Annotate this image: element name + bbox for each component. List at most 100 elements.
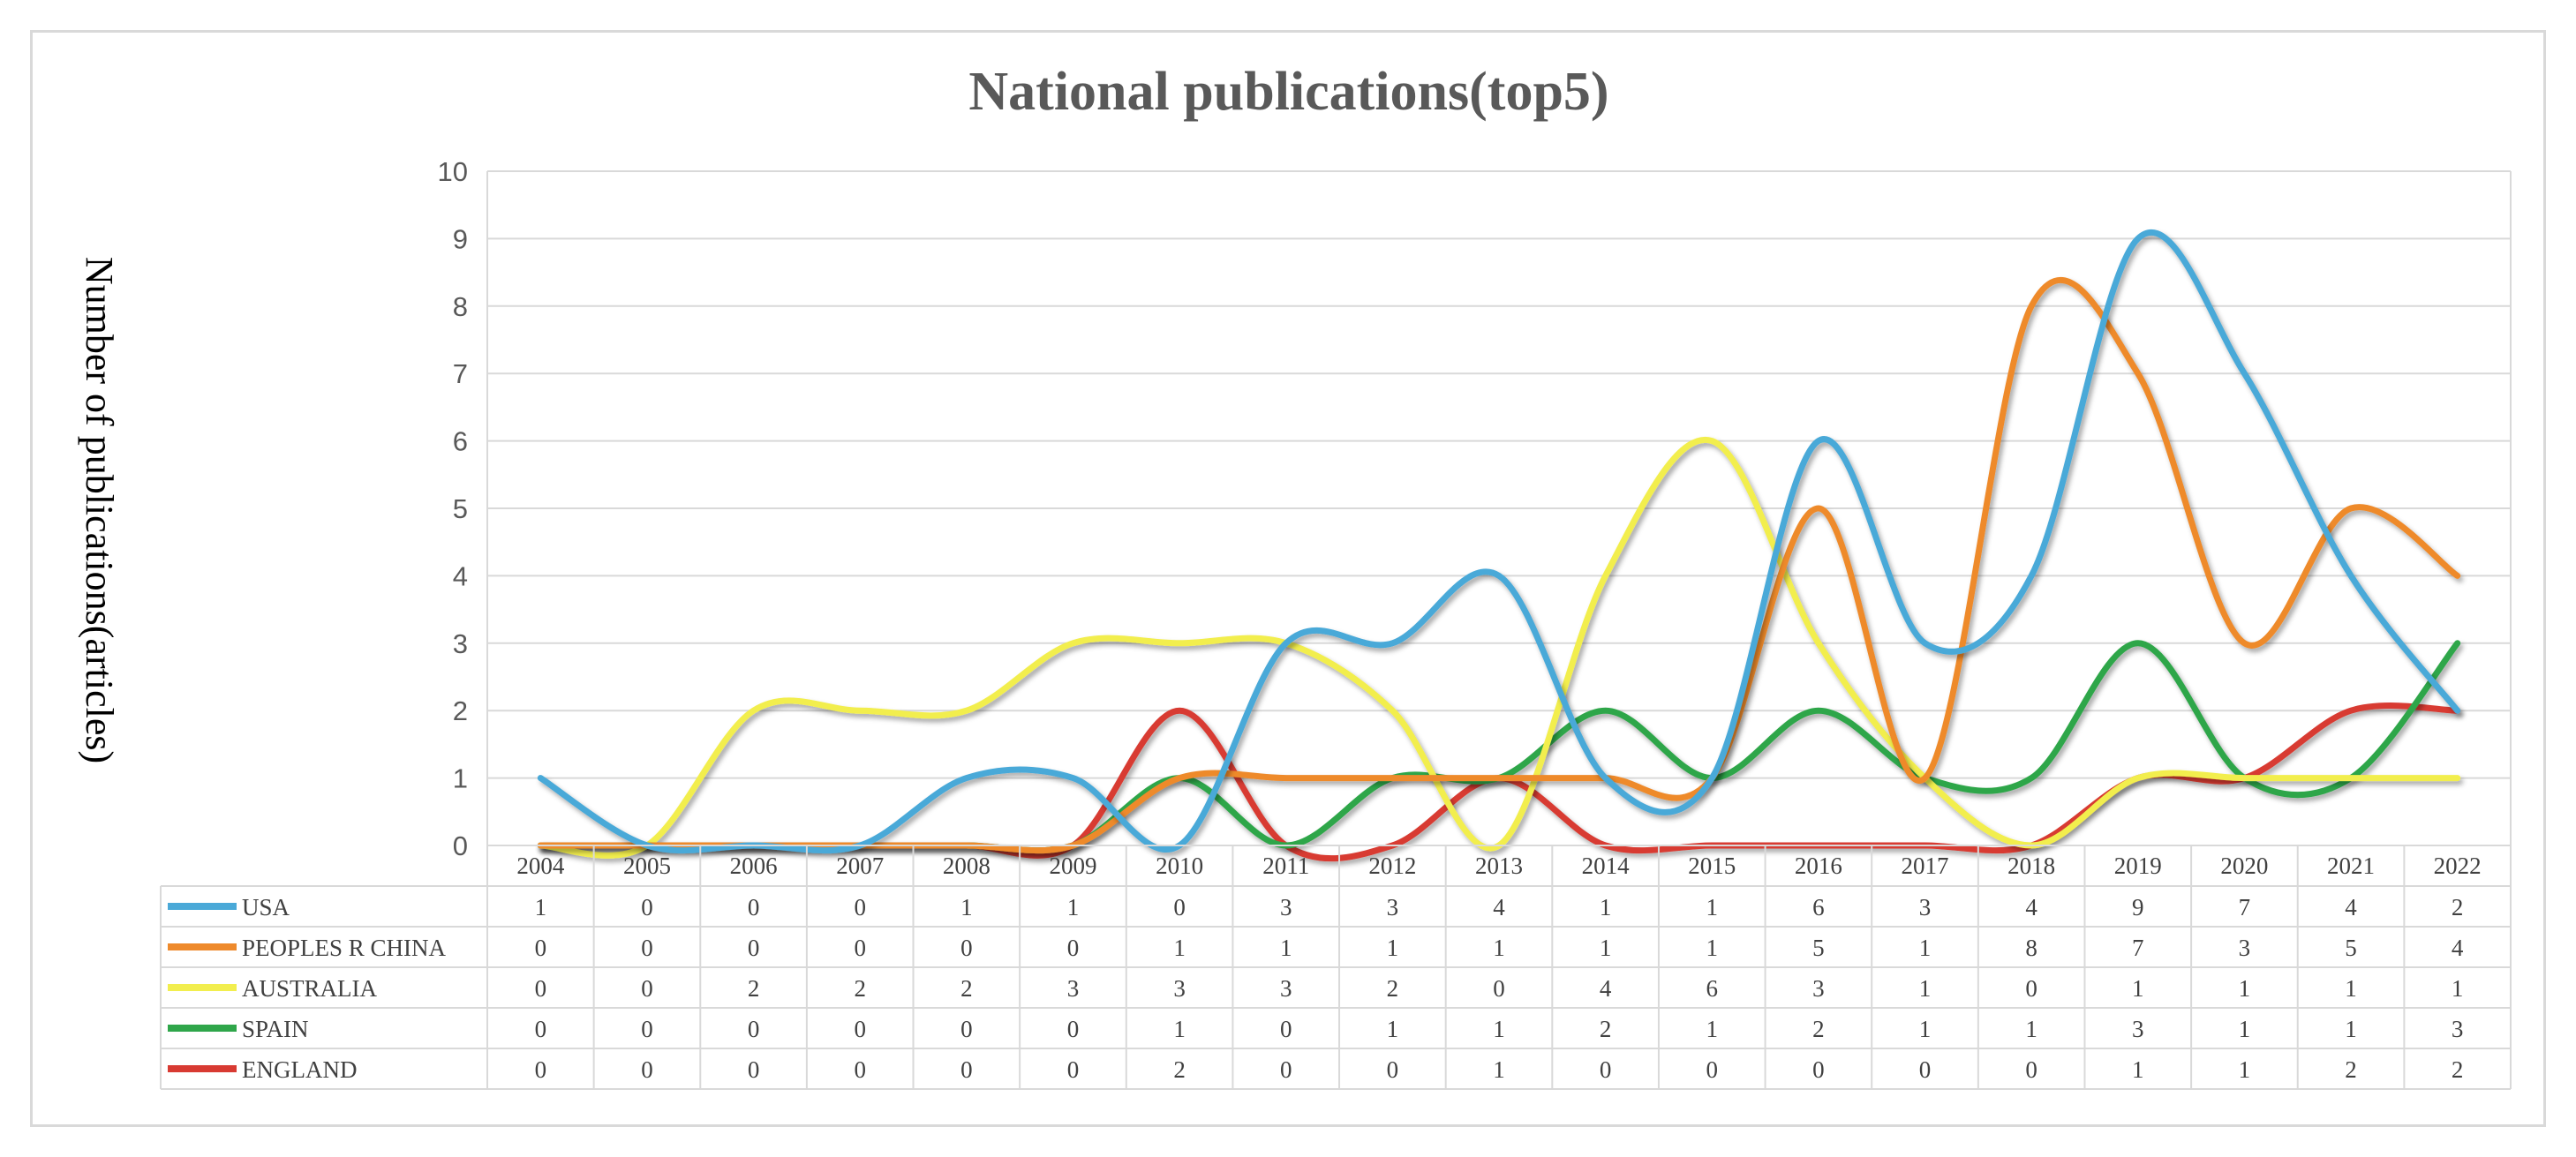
x-tick-label: 2018 <box>2007 853 2055 879</box>
data-table-cell: 3 <box>1173 975 1186 1002</box>
legend-label: USA <box>242 894 290 920</box>
data-table-cell: 2 <box>1812 1016 1825 1042</box>
data-table-cell: 1 <box>535 894 547 920</box>
y-tick-label: 10 <box>438 156 468 187</box>
data-table-cell: 7 <box>2132 935 2144 961</box>
x-tick-label: 2008 <box>943 853 990 879</box>
data-table-cell: 1 <box>2132 1056 2144 1083</box>
data-table-cell: 0 <box>641 894 653 920</box>
x-tick-label: 2019 <box>2114 853 2162 879</box>
x-tick-label: 2004 <box>516 853 565 879</box>
data-table-cell: 0 <box>748 1016 760 1042</box>
data-table-cell: 9 <box>2132 894 2144 920</box>
data-table-cell: 0 <box>854 1016 866 1042</box>
data-table-cell: 1 <box>2025 1016 2037 1042</box>
data-table-cell: 1 <box>1600 935 1612 961</box>
data-table-cell: 1 <box>1067 894 1080 920</box>
data-table-cell: 1 <box>1280 935 1292 961</box>
data-table-cell: 0 <box>535 975 547 1002</box>
data-table-cell: 0 <box>535 935 547 961</box>
series-line-australia <box>537 436 2461 859</box>
data-table-cell: 1 <box>1387 935 1399 961</box>
data-table-cell: 8 <box>2025 935 2037 961</box>
data-table-cell: 1 <box>1493 1056 1505 1083</box>
data-table-cell: 3 <box>2239 935 2251 961</box>
data-table-cell: 4 <box>2452 935 2464 961</box>
chart-frame <box>30 30 2546 1127</box>
data-table-cell: 3 <box>1919 894 1932 920</box>
series-line-england <box>537 702 2461 862</box>
data-table-cell: 1 <box>1919 1016 1932 1042</box>
x-tick-label: 2010 <box>1156 853 1203 879</box>
data-table-cell: 0 <box>1067 935 1080 961</box>
data-table-cell: 7 <box>2239 894 2251 920</box>
data-table-cell: 1 <box>2452 975 2464 1002</box>
data-table-cell: 0 <box>2025 975 2037 1002</box>
x-tick-label: 2017 <box>1902 853 1949 879</box>
x-tick-label: 2005 <box>623 853 671 879</box>
x-tick-label: 2009 <box>1049 853 1096 879</box>
series-line-peoples-r-china <box>537 276 2461 854</box>
data-table-cell: 1 <box>1173 1016 1186 1042</box>
data-table-cell: 2 <box>2452 894 2464 920</box>
legend-label: ENGLAND <box>242 1056 357 1083</box>
data-table-cell: 0 <box>641 935 653 961</box>
data-table-cell: 2 <box>854 975 866 1002</box>
data-table-cell: 0 <box>535 1056 547 1083</box>
data-table-cell: 5 <box>1812 935 1825 961</box>
data-table-cell: 0 <box>641 975 653 1002</box>
y-tick-label: 9 <box>453 223 468 254</box>
x-tick-label: 2020 <box>2220 853 2268 879</box>
data-table-cell: 1 <box>1600 894 1612 920</box>
data-table-cell: 0 <box>1812 1056 1825 1083</box>
data-table-cell: 4 <box>2025 894 2037 920</box>
data-table-cell: 0 <box>748 1056 760 1083</box>
series-line-spain <box>537 640 2461 854</box>
data-table-cell: 4 <box>1493 894 1505 920</box>
data-table-cell: 1 <box>1706 935 1719 961</box>
chart-title: National publications(top5) <box>968 62 1608 122</box>
data-table-cell: 1 <box>2345 975 2357 1002</box>
x-tick-label: 2022 <box>2434 853 2482 879</box>
y-tick-label: 6 <box>453 426 468 457</box>
data-table-cell: 0 <box>1919 1056 1932 1083</box>
data-table-cell: 0 <box>641 1016 653 1042</box>
data-table-cell: 3 <box>1280 975 1292 1002</box>
data-table-cell: 0 <box>1067 1016 1080 1042</box>
y-tick-label: 7 <box>453 358 468 389</box>
data-table-cell: 0 <box>960 1056 973 1083</box>
y-tick-labels: 0 1 2 3 4 5 6 7 8 9 10 <box>438 156 468 861</box>
x-tick-label: 2016 <box>1795 853 1842 879</box>
legend-label: SPAIN <box>242 1016 309 1042</box>
data-table-cell: 1 <box>960 894 973 920</box>
data-table-cell: 1 <box>1493 935 1505 961</box>
data-table-cell: 3 <box>2452 1016 2464 1042</box>
y-tick-label: 3 <box>453 628 468 659</box>
data-table-cell: 1 <box>2239 1056 2251 1083</box>
data-table-cell: 5 <box>2345 935 2357 961</box>
data-table-cell: 1 <box>1919 935 1932 961</box>
data-table: 2004 2005 2006 2007 2008 2009 2010 2011 2012 2013… <box>160 845 2512 1090</box>
data-table-cell: 0 <box>960 1016 973 1042</box>
data-table-cell: 0 <box>960 935 973 961</box>
data-table-cell: 1 <box>1173 935 1186 961</box>
data-table-cell: 2 <box>748 975 760 1002</box>
data-table-cell: 0 <box>1280 1016 1292 1042</box>
series-lines <box>537 229 2461 862</box>
x-tick-label: 2013 <box>1475 853 1523 879</box>
data-table-cell: 1 <box>2345 1016 2357 1042</box>
data-table-cell: 2 <box>1387 975 1399 1002</box>
data-table-cell: 1 <box>1706 1016 1719 1042</box>
y-tick-label: 1 <box>453 763 468 794</box>
data-table-cell: 1 <box>2239 1016 2251 1042</box>
data-table-cell: 0 <box>748 935 760 961</box>
x-tick-label: 2015 <box>1688 853 1736 879</box>
data-table-cell: 2 <box>1600 1016 1612 1042</box>
y-tick-label: 5 <box>453 493 468 524</box>
x-tick-label: 2012 <box>1368 853 1416 879</box>
y-tick-label: 8 <box>453 291 468 322</box>
data-table-cell: 4 <box>2345 894 2357 920</box>
y-tick-label: 0 <box>453 830 468 861</box>
data-table-cell: 1 <box>1919 975 1932 1002</box>
